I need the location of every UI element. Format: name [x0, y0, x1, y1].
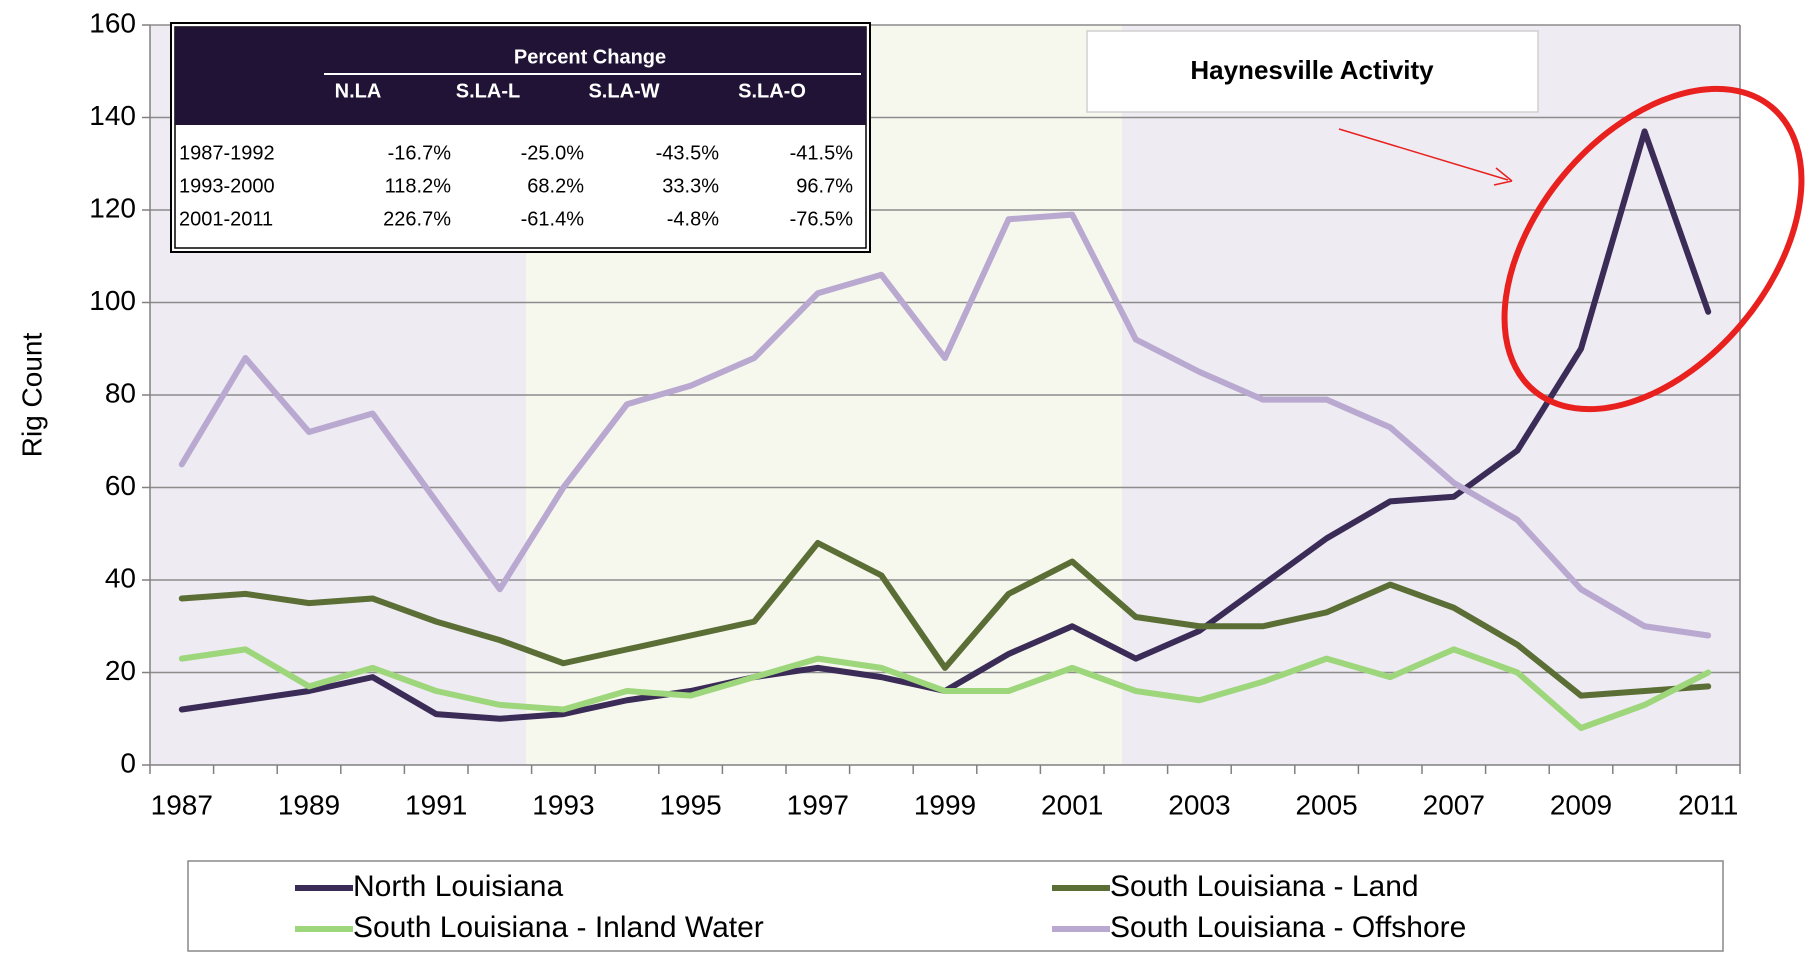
table-cell: -61.4%	[521, 208, 585, 230]
x-tick-label: 1993	[532, 789, 594, 820]
x-tick-label: 1991	[405, 789, 467, 820]
x-tick-label: 2003	[1168, 789, 1230, 820]
highlight-ellipse	[1501, 85, 1805, 413]
series-line	[178, 646, 1712, 731]
table-cell: -25.0%	[521, 142, 585, 164]
table-body: N.LA S.LA-L S.LA-W S.LA-O 1987-1992 -16.7% -25…	[179, 80, 853, 230]
legend-label: South Louisiana - Offshore	[1110, 911, 1466, 944]
y-tick-label: 20	[105, 655, 136, 686]
legend-label: South Louisiana - Inland Water	[353, 911, 764, 944]
x-tick-label: 2009	[1550, 789, 1612, 820]
y-axis-label: Rig Count	[16, 333, 47, 458]
table-column-header: S.LA-L	[456, 80, 520, 102]
table-cell: 33.3%	[662, 175, 719, 197]
y-tick-label: 100	[89, 285, 136, 316]
table-cell: 68.2%	[527, 175, 584, 197]
y-tick-label: 80	[105, 377, 136, 408]
lines	[178, 128, 1712, 731]
legend-box	[187, 860, 1724, 952]
x-tick-label: 1999	[914, 789, 976, 820]
legend-label: South Louisiana - Land	[1110, 870, 1419, 903]
annotation-arrow	[1338, 128, 1509, 181]
table-title: Percent Change	[514, 46, 666, 68]
table-cell: -43.5%	[656, 142, 720, 164]
x-tick-label: 2005	[1295, 789, 1357, 820]
table-column-header: N.LA	[335, 80, 382, 102]
x-tick-label: 1987	[151, 789, 213, 820]
legend-label: North Louisiana	[353, 870, 563, 903]
table-header-bg	[175, 27, 866, 125]
table-cell: -4.8%	[667, 208, 719, 230]
table-cell: 118.2%	[385, 175, 452, 197]
table-row-label: 2001-2011	[179, 208, 273, 230]
table-row-label: 1987-1992	[179, 142, 275, 164]
y-tick-label: 0	[120, 747, 136, 778]
table-cell: -41.5%	[790, 142, 854, 164]
series-line	[178, 540, 1712, 699]
series-line	[178, 211, 1712, 639]
legend: North Louisiana South Louisiana - Land Sou…	[295, 870, 1466, 944]
y-tick-label: 120	[89, 192, 136, 223]
y-tick-label: 60	[105, 470, 136, 501]
x-tick-label: 1995	[659, 789, 721, 820]
inset-table: Percent Change N.LA S.LA-L S.LA-W S.LA-O 198…	[170, 22, 871, 253]
arrow-head	[1493, 167, 1513, 186]
table-cell: 96.7%	[796, 175, 853, 197]
annotation-box	[1086, 30, 1539, 113]
table-cell: -16.7%	[388, 142, 452, 164]
table-row-label: 1993-2000	[179, 175, 275, 197]
table-column-header: S.LA-W	[588, 80, 659, 102]
x-tick-label: 1997	[787, 789, 849, 820]
table-cell: -76.5%	[790, 208, 854, 230]
table-cell: 226.7%	[383, 208, 451, 230]
y-tick-label: 40	[105, 562, 136, 593]
x-tick-label: 2001	[1041, 789, 1103, 820]
x-tick-label: 1989	[278, 789, 340, 820]
x-tick-label: 2007	[1423, 789, 1485, 820]
y-tick-label: 160	[89, 7, 136, 38]
axes: 0 20 40 60 80 100 120 140 160 1987 1989 1991 1993 199…	[89, 7, 1741, 820]
grid	[150, 24, 1740, 674]
x-tick-label: 2011	[1678, 789, 1738, 820]
annotation: Haynesville Activity	[1190, 55, 1434, 85]
table-column-header: S.LA-O	[738, 80, 806, 102]
y-tick-label: 140	[89, 100, 136, 131]
